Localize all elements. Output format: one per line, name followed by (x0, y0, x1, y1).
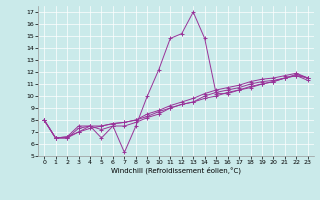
X-axis label: Windchill (Refroidissement éolien,°C): Windchill (Refroidissement éolien,°C) (111, 167, 241, 174)
